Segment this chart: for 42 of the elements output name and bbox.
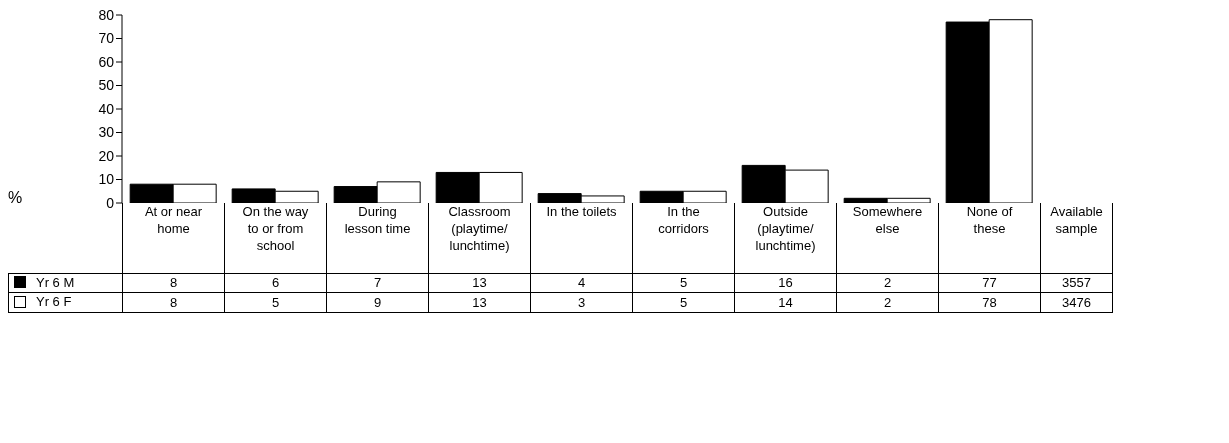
y-tick-label: 50 (98, 77, 115, 94)
y-tick-label: 40 (98, 100, 115, 117)
text: Available sample (1040, 203, 1113, 273)
y-tick-label: 80 (98, 6, 115, 23)
data-label: 4 (530, 273, 633, 293)
data-label: 6 (224, 273, 327, 293)
x-tick-label: Outside (playtime/ lunchtime) (734, 203, 837, 273)
data-label: 77 (938, 273, 1041, 293)
x-tick-label: During lesson time (326, 203, 429, 273)
x-tick-label: None of these (938, 203, 1041, 273)
x-tick-label: In the corridors (632, 203, 735, 273)
data-label: 8 (122, 292, 225, 312)
data-label: 8 (122, 273, 225, 293)
data-label: 14 (734, 292, 837, 312)
data-label: 9 (326, 292, 429, 312)
data-label: 13 (428, 292, 531, 312)
x-tick-label: Somewhere else (836, 203, 939, 273)
x-tick-label: Classroom (playtime/ lunchtime) (428, 203, 531, 273)
y-axis-title: % (8, 189, 23, 207)
x-tick-label: At or near home (122, 203, 225, 273)
data-label: 13 (428, 273, 531, 293)
data-label: 78 (938, 292, 1041, 312)
data-label: 7 (326, 273, 429, 293)
y-tick-label: 20 (98, 147, 115, 164)
y-tick-label: 30 (98, 124, 115, 141)
text: 3557 (1040, 273, 1113, 293)
data-label: 2 (836, 292, 939, 312)
x-tick-label: On the way to or from school (224, 203, 327, 273)
data-label: 5 (224, 292, 327, 312)
y-tick-label: 70 (98, 30, 115, 47)
x-tick-label: In the toilets (530, 203, 633, 273)
y-tick-label: 60 (98, 53, 115, 70)
data-label: 16 (734, 273, 837, 293)
data-label: 5 (632, 273, 735, 293)
y-tick-label: 10 (98, 171, 115, 188)
legend-label: Yr 6 F (36, 293, 72, 310)
data-label: 2 (836, 273, 939, 293)
legend-label: Yr 6 M (36, 273, 75, 291)
y-tick-label: 0 (106, 194, 115, 211)
data-label: 3 (530, 292, 633, 312)
text: 3476 (1040, 292, 1113, 312)
data-label: 5 (632, 292, 735, 312)
